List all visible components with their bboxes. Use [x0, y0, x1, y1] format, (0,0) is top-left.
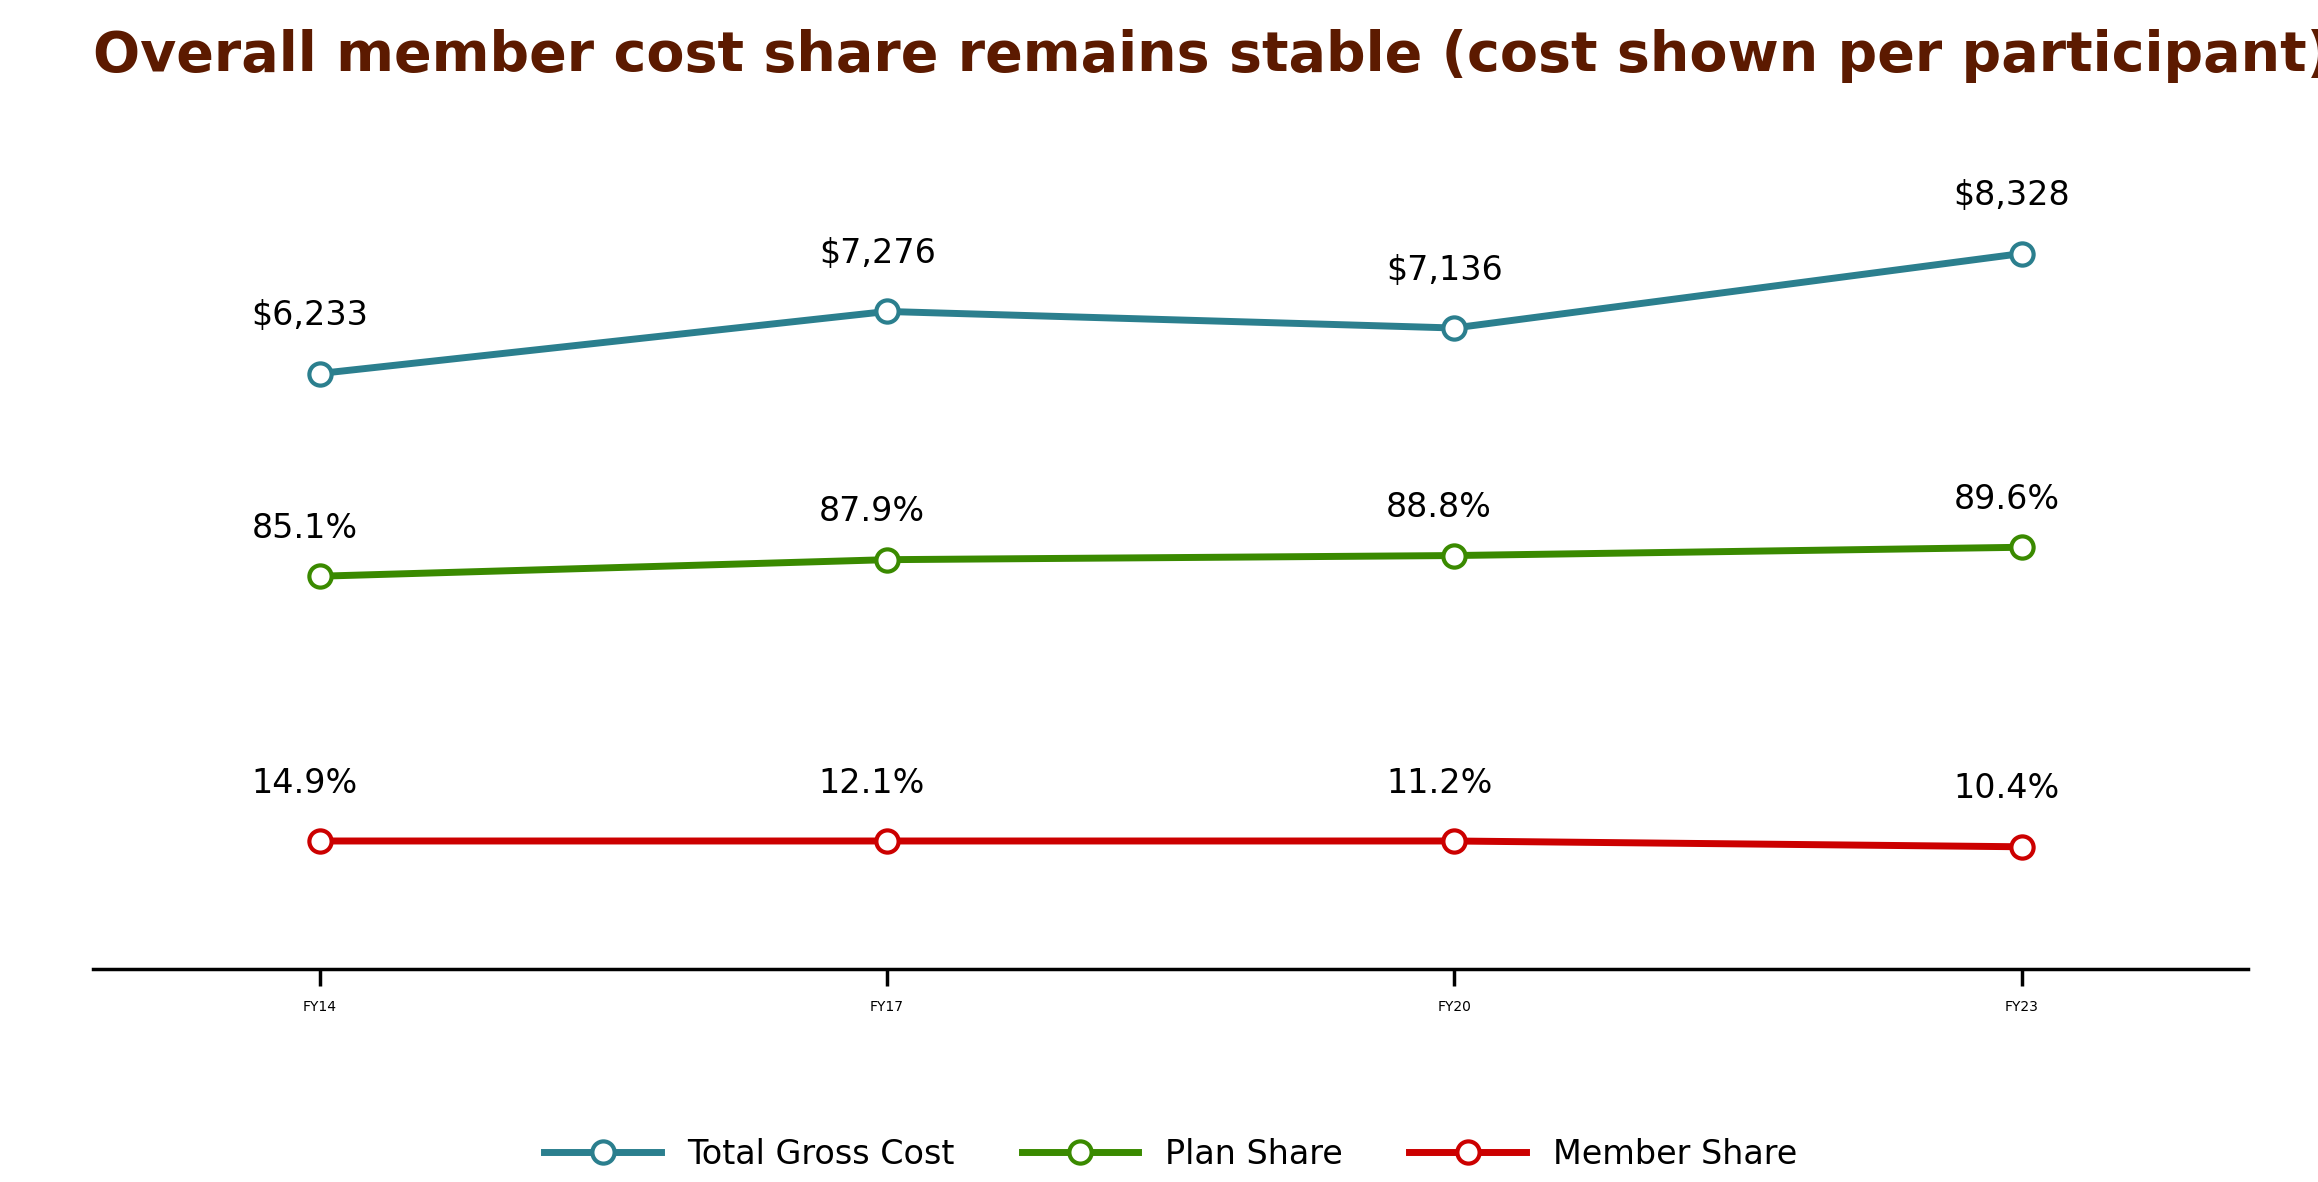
Legend: Total Gross Cost, Plan Share, Member Share: Total Gross Cost, Plan Share, Member Sha… [531, 1124, 1810, 1182]
Text: 87.9%: 87.9% [818, 495, 925, 528]
Text: 85.1%: 85.1% [253, 512, 357, 545]
Text: 14.9%: 14.9% [253, 767, 357, 799]
Text: $6,233: $6,233 [253, 299, 369, 332]
Text: 12.1%: 12.1% [818, 767, 925, 799]
Text: 89.6%: 89.6% [1954, 482, 2061, 515]
Text: $8,328: $8,328 [1954, 180, 2070, 212]
Text: 10.4%: 10.4% [1954, 772, 2061, 805]
Text: $7,276: $7,276 [818, 238, 936, 269]
Text: $7,136: $7,136 [1386, 254, 1502, 286]
Text: 88.8%: 88.8% [1386, 491, 1493, 524]
Text: Overall member cost share remains stable (cost shown per participant): Overall member cost share remains stable… [93, 28, 2318, 83]
Text: 11.2%: 11.2% [1386, 767, 1493, 799]
